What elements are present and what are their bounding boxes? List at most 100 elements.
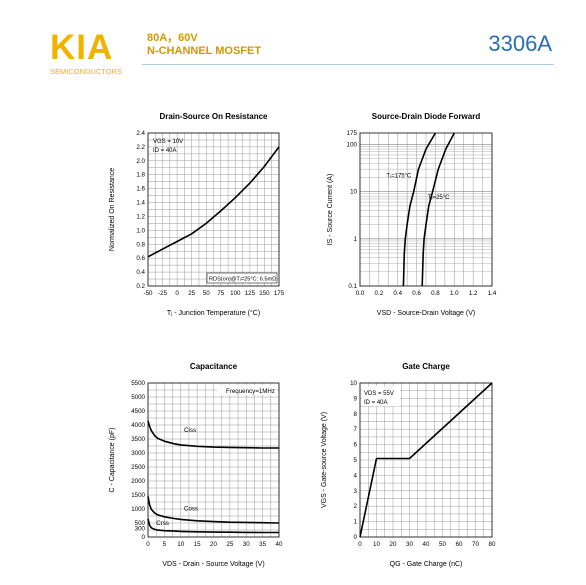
series-line-0 (359, 382, 493, 538)
y-tick-label: 2500 (131, 464, 145, 471)
plot-frame (359, 382, 493, 538)
series-line-crss (147, 518, 279, 534)
x-tick-label: 15 (194, 541, 201, 548)
x-tick-label: 100 (230, 290, 241, 297)
y-tick-label: 1.6 (136, 186, 145, 193)
x-tick-label: 0.8 (431, 290, 440, 297)
y-tick-label: 1.2 (136, 213, 145, 220)
x-tick-label: 1.4 (488, 290, 497, 297)
device-type: N-CHANNEL MOSFET (147, 45, 262, 58)
x-axis-label: VSD - Source-Drain Voltage (V) (377, 310, 475, 317)
grid (147, 382, 280, 538)
annotation-vgs: VGS = 10V (153, 139, 183, 145)
x-tick-label: 10 (373, 541, 380, 548)
x-tick-label: 10 (177, 541, 184, 548)
x-tick-label: 20 (210, 541, 217, 548)
y-axis-label: C - Capacitance (pF) (109, 428, 116, 493)
y-tick-label: 0.4 (136, 269, 145, 276)
y-tick-label: 2.4 (136, 130, 145, 137)
x-tick-label: 0 (146, 541, 150, 548)
x-tick-label: 125 (245, 290, 256, 297)
y-tick-label: 1.0 (136, 227, 145, 234)
grid (147, 132, 280, 287)
annotation-bg (362, 386, 400, 406)
series-line-0 (147, 146, 280, 258)
y-tick-label: 175 (347, 130, 358, 137)
x-axis-label: QG - Gate Charge (nC) (390, 561, 463, 568)
plot-frame (147, 132, 280, 287)
x-tick-label: 0 (358, 541, 362, 548)
x-tick-label: 25 (226, 541, 233, 548)
device-rating: 80A，60V (147, 32, 198, 44)
y-tick-label: 0.8 (136, 241, 145, 248)
x-tick-label: 5 (163, 541, 167, 548)
brand-logo: KIA (50, 28, 114, 67)
x-tick-label: 40 (276, 541, 283, 548)
x-tick-label: 50 (203, 290, 210, 297)
chart-title: Drain-Source On Resistance (159, 112, 268, 121)
y-tick-label: 3 (354, 488, 358, 495)
x-tick-label: 1.0 (450, 290, 459, 297)
x-tick-label: 70 (472, 541, 479, 548)
annotation-bg (217, 385, 277, 395)
x-tick-label: 75 (217, 290, 224, 297)
x-tick-label: 35 (259, 541, 266, 548)
x-tick-label: 50 (439, 541, 446, 548)
y-tick-label: 2.2 (136, 144, 145, 151)
y-tick-label: 5 (354, 457, 358, 464)
y-tick-label: 3500 (131, 436, 145, 443)
header-divider (142, 64, 554, 65)
annotation-vds: VDS = 55V (364, 391, 394, 397)
x-tick-label: 25 (188, 290, 195, 297)
series-line-t-175-c (402, 132, 437, 287)
x-tick-label: 0.4 (393, 290, 402, 297)
plot-frame (359, 132, 493, 287)
brand-subtitle: SEMICONDUCTORS (50, 67, 122, 76)
y-tick-label: 0.1 (348, 283, 357, 290)
y-tick-label: 3000 (131, 450, 145, 457)
y-tick-label: 10 (350, 380, 357, 387)
y-tick-label: 5000 (131, 394, 145, 401)
series-label-crss: Crss (156, 520, 169, 527)
annotation-id: ID = 40A (153, 148, 177, 154)
y-tick-label: 4500 (131, 408, 145, 415)
x-tick-label: 0.2 (375, 290, 384, 297)
series-label-coss: Coss (184, 505, 198, 512)
x-tick-label: 80 (489, 541, 496, 548)
series-line-coss (147, 496, 280, 524)
y-tick-label: 1000 (131, 506, 145, 513)
grid (359, 133, 493, 287)
y-tick-label: 1 (354, 236, 358, 243)
part-number: 3306A (488, 31, 552, 56)
x-tick-label: 1.2 (469, 290, 478, 297)
series-label-25c: Tⱼ=25°C (428, 195, 450, 201)
plot-frame (147, 382, 280, 538)
y-tick-label: 300 (135, 526, 146, 533)
y-tick-label: 0.2 (136, 283, 145, 290)
y-tick-label: 5500 (131, 380, 145, 387)
y-tick-label: 1500 (131, 492, 145, 499)
x-tick-label: -25 (158, 290, 168, 297)
annotation-box (206, 272, 278, 284)
y-tick-label: 4 (354, 472, 358, 479)
chart-title: Gate Charge (402, 362, 450, 371)
y-axis-label: VGS - Gate-source Voltage (V) (321, 412, 328, 508)
y-tick-label: 2.0 (136, 158, 145, 165)
y-axis-label: IS - Source Current (A) (327, 174, 334, 246)
x-tick-label: 175 (274, 290, 285, 297)
chart-rds: Drain-Source On Resistance -50 -25 0 25 50 75 1… (109, 112, 285, 317)
y-tick-label: 2000 (131, 478, 145, 485)
y-tick-label: 100 (347, 141, 358, 148)
y-tick-label: 9 (354, 395, 358, 402)
chart-title: Source-Drain Diode Forward (372, 112, 481, 121)
x-tick-label: -50 (144, 290, 154, 297)
x-tick-label: 0.0 (356, 290, 365, 297)
chart-gate: Gate Charge 0 10 20 30 40 50 60 70 80 0 1 2 3 4 5 6 7 8 9 10… (321, 362, 496, 568)
annotation-rdson: RDS(on)@Tⱼ=25°C: 6.5mΩ (209, 277, 276, 283)
x-tick-label: 60 (456, 541, 463, 548)
y-tick-label: 0 (354, 534, 358, 541)
chart-diode: Source-Drain Diode Forward 0.0 0.2 0.4 0.6 0.… (327, 112, 497, 317)
series-label-ciss: Ciss (184, 427, 196, 434)
annotation-id: ID = 40A (364, 400, 388, 406)
